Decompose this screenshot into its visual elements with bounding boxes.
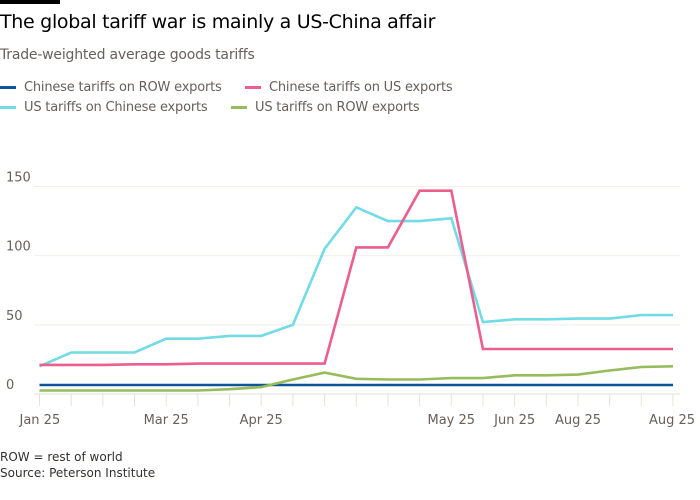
legend-item-us-row: US tariffs on ROW exports: [231, 100, 420, 115]
x-tick-label: Apr 25: [240, 413, 283, 428]
x-tick-label: Jun 25: [493, 413, 535, 428]
chart-title: The global tariff war is mainly a US-Chi…: [0, 11, 436, 33]
footnote: ROW = rest of world: [0, 450, 123, 464]
series-line-us-tariffs-on-row-exports: [39, 365, 674, 392]
brand-bar: [0, 0, 60, 4]
legend-swatch: [231, 106, 247, 109]
source: Source: Peterson Institute: [0, 466, 156, 480]
y-tick-label: 0: [6, 378, 14, 393]
x-tick-label: May 25: [427, 413, 475, 428]
x-tick-label: Aug 25: [649, 413, 695, 428]
legend-swatch: [0, 86, 16, 89]
legend-label: Chinese tariffs on US exports: [269, 80, 453, 95]
x-tick-label: Aug 25: [555, 413, 601, 428]
y-tick-label: 100: [6, 240, 31, 255]
series-line-chinese-tariffs-on-us-exports: [39, 189, 673, 367]
legend-label: US tariffs on ROW exports: [255, 100, 420, 115]
y-tick-label: 50: [6, 309, 23, 324]
y-tick-label: 150: [6, 171, 31, 186]
legend-label: US tariffs on Chinese exports: [24, 100, 208, 115]
legend-label: Chinese tariffs on ROW exports: [24, 80, 222, 95]
chart-subtitle: Trade-weighted average goods tariffs: [0, 47, 255, 63]
x-tick-label: Mar 25: [144, 413, 189, 428]
legend-item-us-chinese: US tariffs on Chinese exports: [0, 100, 208, 115]
legend-item-chinese-row: Chinese tariffs on ROW exports: [0, 80, 222, 95]
legend-item-chinese-us: Chinese tariffs on US exports: [245, 80, 453, 95]
legend-swatch: [0, 106, 16, 109]
legend-swatch: [245, 86, 261, 89]
series-line-us-tariffs-on-chinese-exports: [38, 205, 673, 368]
x-tick-label: Jan 25: [19, 413, 61, 428]
